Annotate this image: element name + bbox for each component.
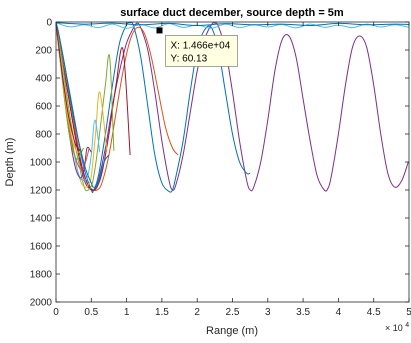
- x-tick-label: 2: [194, 307, 200, 318]
- x-exponent-base: × 10: [385, 323, 403, 333]
- y-tick-label: 200: [35, 46, 52, 57]
- y-tick-label: 0: [46, 18, 52, 29]
- y-tick-label: 600: [35, 102, 52, 113]
- ray-line-14: [56, 22, 81, 152]
- ray-line-5: [56, 22, 179, 192]
- plot-layer: [56, 22, 409, 194]
- y-tick-label: 1800: [30, 270, 53, 281]
- datatip-x-text: X: 1.466e+04: [170, 40, 230, 51]
- ray-line-4: [56, 22, 409, 27]
- x-exponent-label: × 10 4: [385, 322, 409, 333]
- x-tick-label: 3.5: [296, 307, 310, 318]
- datatip-y-text: Y: 60.13: [170, 53, 207, 64]
- chart-title: surface duct december, source depth = 5m: [120, 7, 344, 19]
- datatip-marker[interactable]: [156, 27, 163, 34]
- y-tick-label: 2000: [30, 298, 53, 309]
- tick-layer: 0 0.5 1 1.5 2 2.5 3 3.5 4 4.5 5 0 200 400 600 800 1000 12…: [30, 18, 411, 319]
- y-tick-label: 800: [35, 130, 52, 141]
- x-tick-label: 4: [336, 307, 342, 318]
- ray-line-15: [56, 22, 110, 188]
- ray-line-6: [56, 22, 131, 191]
- x-tick-label: 0.5: [84, 307, 98, 318]
- datatip-box[interactable]: [165, 35, 238, 67]
- y-tick-label: 1200: [30, 186, 53, 197]
- x-tick-label: 1.5: [155, 307, 169, 318]
- x-tick-label: 1: [124, 307, 130, 318]
- y-tick-label: 1000: [30, 158, 53, 169]
- x-tick-label: 4.5: [367, 307, 381, 318]
- ray-line-8: [56, 22, 108, 188]
- x-tick-label: 0: [53, 307, 59, 318]
- x-tick-label: 3: [265, 307, 271, 318]
- y-tick-label: 400: [35, 74, 52, 85]
- x-exponent-power: 4: [405, 322, 409, 329]
- x-tick-label: 5: [406, 307, 411, 318]
- y-axis-title: Depth (m): [4, 138, 16, 187]
- x-tick-label: 2.5: [226, 307, 240, 318]
- datatip[interactable]: X: 1.466e+04 Y: 60.13: [156, 27, 238, 67]
- ray-line-7: [56, 22, 115, 192]
- y-tick-label: 1600: [30, 242, 53, 253]
- y-tick-label: 1400: [30, 214, 53, 225]
- x-axis-title: Range (m): [206, 325, 258, 337]
